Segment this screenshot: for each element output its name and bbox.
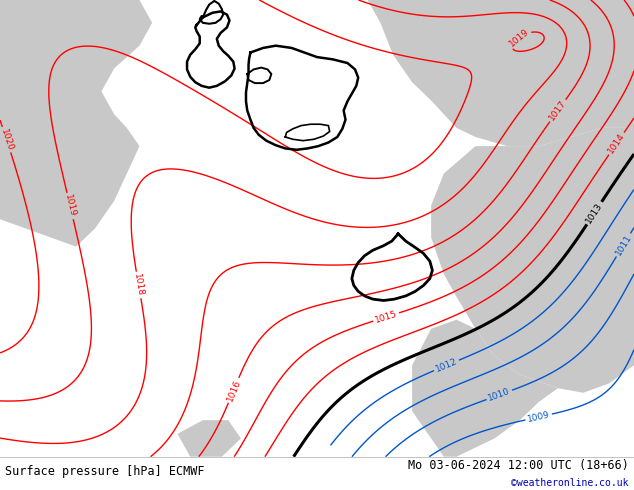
- Polygon shape: [431, 128, 634, 393]
- Text: 1015: 1015: [374, 309, 398, 325]
- Polygon shape: [368, 0, 634, 146]
- Text: 1019: 1019: [63, 194, 77, 218]
- Text: 1016: 1016: [225, 378, 242, 403]
- Text: 1012: 1012: [434, 357, 459, 374]
- Polygon shape: [178, 420, 241, 457]
- Text: 1020: 1020: [0, 127, 15, 152]
- Text: ©weatheronline.co.uk: ©weatheronline.co.uk: [512, 478, 629, 488]
- Text: 1013: 1013: [584, 201, 604, 225]
- Text: 1011: 1011: [614, 233, 633, 257]
- Text: Mo 03-06-2024 12:00 UTC (18+66): Mo 03-06-2024 12:00 UTC (18+66): [408, 459, 629, 471]
- Text: 1019: 1019: [507, 27, 531, 49]
- Text: Surface pressure [hPa] ECMWF: Surface pressure [hPa] ECMWF: [5, 465, 205, 478]
- Text: 1009: 1009: [526, 410, 551, 424]
- Polygon shape: [412, 319, 558, 457]
- Text: 1017: 1017: [547, 98, 568, 122]
- Text: 1010: 1010: [487, 387, 512, 403]
- Polygon shape: [0, 0, 152, 246]
- Text: 1014: 1014: [606, 132, 626, 156]
- Text: 1018: 1018: [133, 273, 145, 297]
